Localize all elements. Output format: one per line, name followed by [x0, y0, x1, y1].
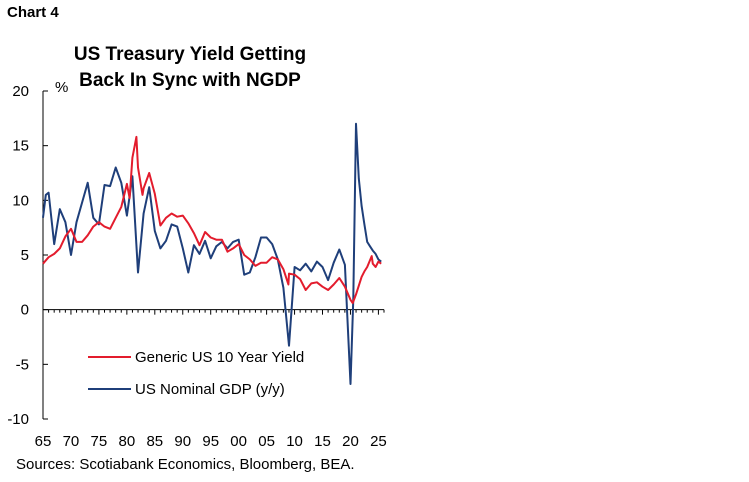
x-tick-label: 85 [146, 433, 163, 450]
x-tick-label: 10 [286, 433, 303, 450]
x-tick-label: 70 [63, 433, 80, 450]
x-tick-label: 00 [230, 433, 247, 450]
chart-axes: 20 15 10 5 0 -5 -10% 65 70 75 80 85 90 95 00 05 10 15 20 25 [7, 79, 386, 450]
x-tick-label: 20 [342, 433, 359, 450]
legend-item-yield-label: Generic US 10 Year Yield [135, 349, 304, 366]
x-tick-label: 15 [314, 433, 331, 450]
x-tick-label: 95 [202, 433, 219, 450]
y-tick-label: -5 [16, 356, 29, 373]
y-tick-label: 10 [12, 192, 29, 209]
y-tick-label: 15 [12, 138, 29, 155]
x-tick-label: 05 [258, 433, 275, 450]
legend-item-gdp-label: US Nominal GDP (y/y) [135, 381, 285, 398]
series-line-gdp [42, 122, 382, 385]
series-line-yield [42, 135, 382, 305]
chart-series [42, 122, 382, 385]
x-tick-label: 80 [119, 433, 136, 450]
chart-title-line-2: Back In Sync with NGDP [79, 70, 301, 91]
x-tick-label: 75 [91, 433, 108, 450]
x-tick-label: 90 [174, 433, 191, 450]
chart-legend: Generic US 10 Year Yield US Nominal GDP (… [88, 349, 304, 398]
chart-title-line-1: US Treasury Yield Getting [73, 44, 307, 65]
x-tick-label: 65 [35, 433, 52, 450]
chart-label: Chart 4 [7, 4, 59, 21]
chart-title: US Treasury Yield Getting Back In Sync w… [40, 42, 340, 94]
y-tick-label: 0 [21, 302, 29, 319]
x-tick-label: 25 [370, 433, 387, 450]
y-tick-label: 5 [21, 247, 29, 264]
y-tick-label: 20 [12, 83, 29, 100]
y-axis-unit-label: % [55, 79, 68, 96]
source-note: Sources: Scotiabank Economics, Bloomberg… [16, 456, 355, 473]
y-tick-label: -10 [7, 411, 29, 428]
